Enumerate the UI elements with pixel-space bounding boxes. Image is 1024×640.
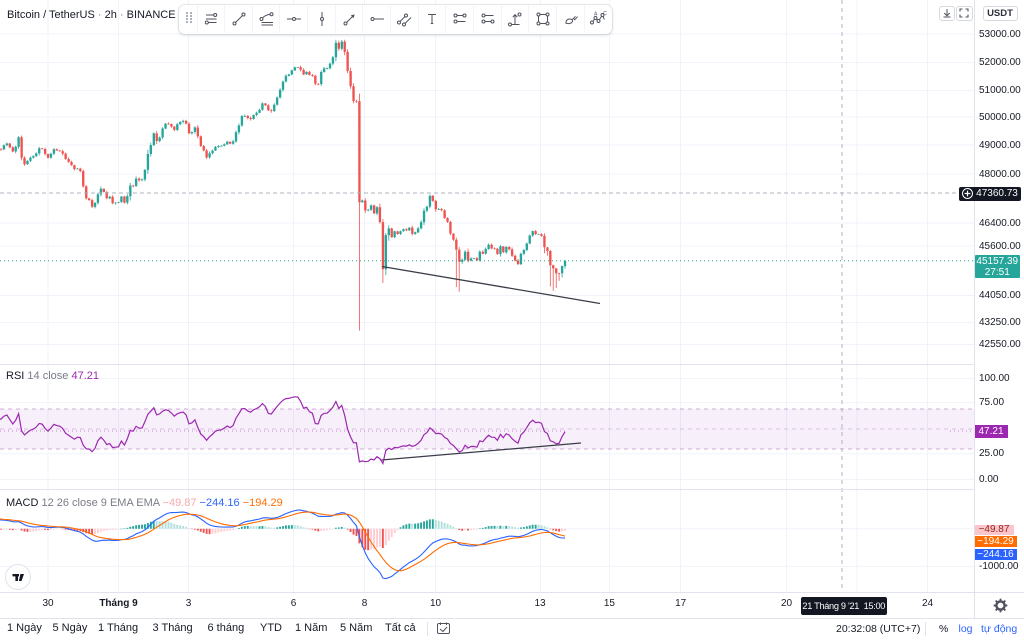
svg-text:C: C <box>604 11 608 17</box>
svg-text:A: A <box>594 12 598 18</box>
